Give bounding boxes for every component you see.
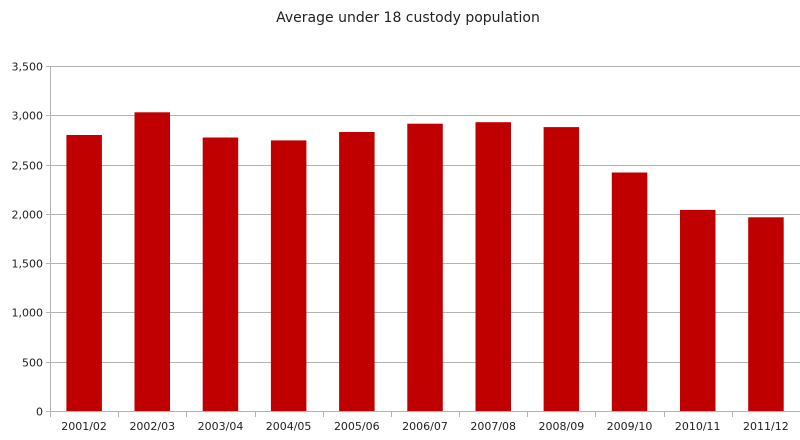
- x-tick-label: 2004/05: [266, 420, 312, 433]
- bars: [66, 112, 784, 412]
- bar-2007-08: [475, 122, 511, 411]
- x-tick-label: 2007/08: [470, 420, 516, 433]
- x-tick-label: 2006/07: [402, 420, 448, 433]
- x-tick-label: 2010/11: [675, 420, 721, 433]
- x-tick-label: 2003/04: [198, 420, 244, 433]
- x-tick-label: 2009/10: [607, 420, 653, 433]
- axes: [46, 66, 800, 417]
- x-tick-label: 2005/06: [334, 420, 380, 433]
- bar-2005-06: [339, 132, 375, 411]
- bar-2010-11: [680, 209, 716, 411]
- y-tick-label: 3,000: [12, 110, 44, 123]
- x-tick-label: 2002/03: [129, 420, 175, 433]
- x-tick-label: 2001/02: [61, 420, 107, 433]
- bar-2008-09: [543, 127, 580, 411]
- bar-2006-07: [407, 123, 443, 411]
- y-tick-label: 1,500: [12, 258, 44, 271]
- y-tick-label: 3,500: [12, 61, 44, 74]
- x-tick-label: 2008/09: [539, 420, 585, 433]
- bar-2002-03: [134, 112, 170, 412]
- y-tick-label: 500: [22, 357, 43, 370]
- x-axis-tick-labels: 2001/02 2002/03 2003/04 2004/05 2005/06 2006/…: [61, 420, 789, 433]
- y-tick-label: 0: [36, 406, 43, 419]
- y-axis-tick-labels: 0 500 1,000 1,500 2,000 2,500 3,000 3,500: [12, 61, 44, 419]
- bar-2011-12: [748, 217, 784, 411]
- chart-title: Average under 18 custody population: [276, 10, 540, 26]
- bar-2009-10: [611, 172, 648, 411]
- y-tick-label: 2,500: [12, 160, 44, 173]
- x-tick-label: 2011/12: [743, 420, 789, 433]
- bar-2004-05: [270, 140, 307, 411]
- bar-2001-02: [66, 135, 102, 411]
- y-tick-label: 1,000: [12, 307, 44, 320]
- y-tick-label: 2,000: [12, 209, 44, 222]
- bar-2003-04: [202, 137, 239, 411]
